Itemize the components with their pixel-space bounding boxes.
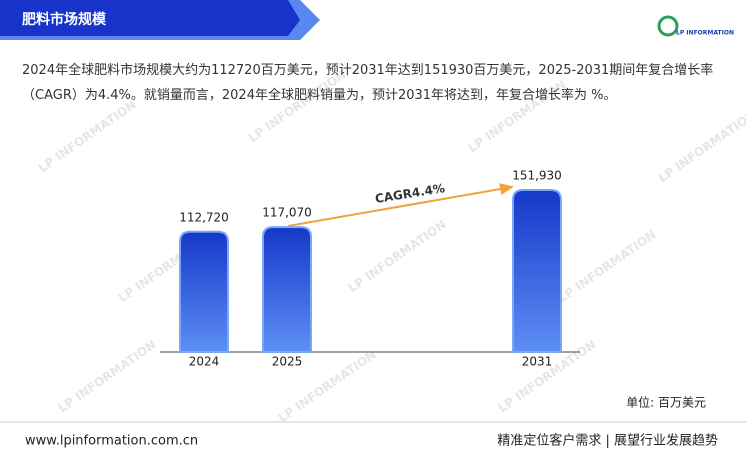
- footer-slogan: 精准定位客户需求 | 展望行业发展趋势: [497, 433, 718, 449]
- watermarks: LP INFORMATION LP INFORMATION LP INFORMATI…: [36, 67, 746, 425]
- header-band: [0, 0, 300, 36]
- watermark: LP INFORMATION: [656, 107, 746, 185]
- x-tick-label: 2031: [522, 355, 553, 369]
- cagr-arrow: [287, 183, 514, 227]
- bar: [262, 226, 312, 353]
- bar: [512, 189, 562, 353]
- description: 2024年全球肥料市场规模大约为112720百万美元，预计2031年达到1519…: [22, 63, 714, 103]
- logo-text: LP INFORMATION: [676, 30, 734, 37]
- watermark: LP INFORMATION: [36, 97, 139, 175]
- value-label: 112,720: [179, 210, 229, 224]
- unit-label: 单位: 百万美元: [626, 395, 706, 410]
- bar: [179, 230, 229, 353]
- footer-url: www.lpinformation.com.cn: [25, 434, 198, 449]
- watermark: LP INFORMATION: [346, 217, 449, 295]
- watermark: LP INFORMATION: [556, 227, 659, 305]
- header-title: 肥料市场规模: [22, 11, 107, 28]
- x-tick-label: 2024: [189, 355, 220, 369]
- x-tick-label: 2025: [272, 355, 303, 369]
- value-label: 151,930: [512, 169, 562, 183]
- value-label: 117,070: [262, 206, 312, 220]
- cagr-label: CAGR4.4%: [374, 181, 446, 206]
- watermark: LP INFORMATION: [56, 337, 159, 415]
- logo-icon: [657, 15, 679, 37]
